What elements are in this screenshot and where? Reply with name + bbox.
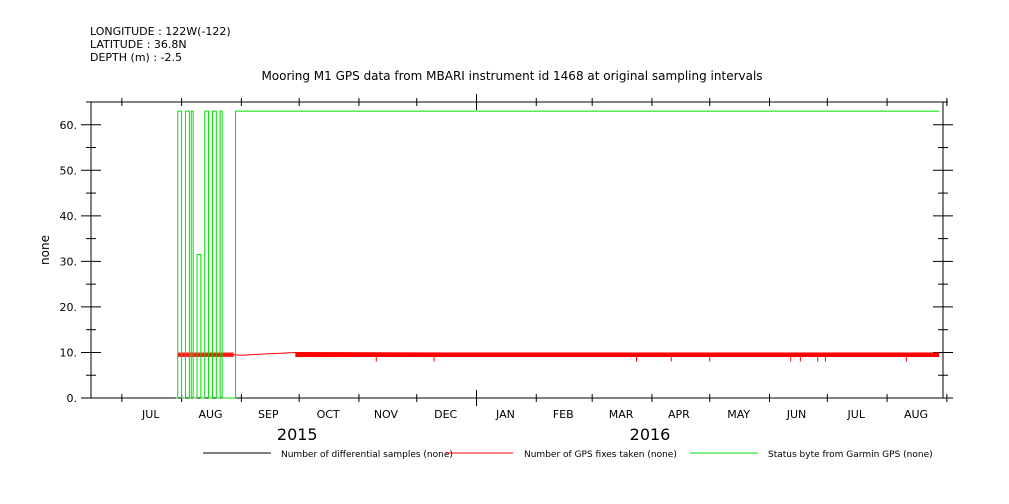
legend-label-1: Number of GPS fixes taken (none) — [524, 450, 677, 460]
y-tick-label: 20. — [60, 301, 78, 314]
x-month-label: SEP — [258, 408, 279, 421]
y-tick-label: 60. — [60, 119, 78, 132]
series-layer — [175, 110, 940, 399]
legend-label-0: Number of differential samples (none) — [281, 450, 453, 460]
x-year-label: 2015 — [277, 425, 318, 444]
x-month-label: MAR — [609, 408, 634, 421]
x-month-label: AUG — [904, 408, 928, 421]
legend-label-2: Status byte from Garmin GPS (none) — [768, 450, 933, 460]
y-tick-label: 0. — [67, 392, 78, 405]
chart-title: Mooring M1 GPS data from MBARI instrumen… — [261, 69, 762, 83]
depth-label: DEPTH (m) : -2.5 — [90, 51, 183, 64]
x-month-label: MAY — [727, 408, 750, 421]
x-month-label: JAN — [495, 408, 515, 421]
y-tick-label: 50. — [60, 164, 78, 177]
x-month-label: FEB — [553, 408, 574, 421]
series-line-1 — [177, 351, 940, 356]
x-month-label: JUL — [847, 408, 866, 421]
plot-frame — [90, 101, 944, 399]
x-month-label: APR — [668, 408, 690, 421]
x-month-label: NOV — [374, 408, 399, 421]
x-month-label: JUL — [141, 408, 160, 421]
longitude-label: LONGITUDE : 122W(-122) — [90, 25, 231, 38]
gps-fixes-band — [295, 352, 940, 358]
y-axis-label: none — [38, 235, 52, 265]
y-tick-label: 40. — [60, 210, 78, 223]
latitude-label: LATITUDE : 36.8N — [90, 38, 187, 51]
y-tick-label: 10. — [60, 346, 78, 359]
series-line-2 — [175, 110, 940, 399]
x-year-label: 2016 — [630, 425, 671, 444]
x-month-label: JUN — [786, 408, 807, 421]
y-tick-label: 30. — [60, 255, 78, 268]
x-month-label: DEC — [434, 408, 457, 421]
x-month-label: OCT — [317, 408, 340, 421]
x-month-label: AUG — [198, 408, 222, 421]
axes: 0. 10. 20. 30. 40. 50. 60. JUL AUG SEP OCT NOV DEC JA… — [60, 94, 953, 444]
legend: Number of differential samples (none) Num… — [203, 450, 933, 460]
